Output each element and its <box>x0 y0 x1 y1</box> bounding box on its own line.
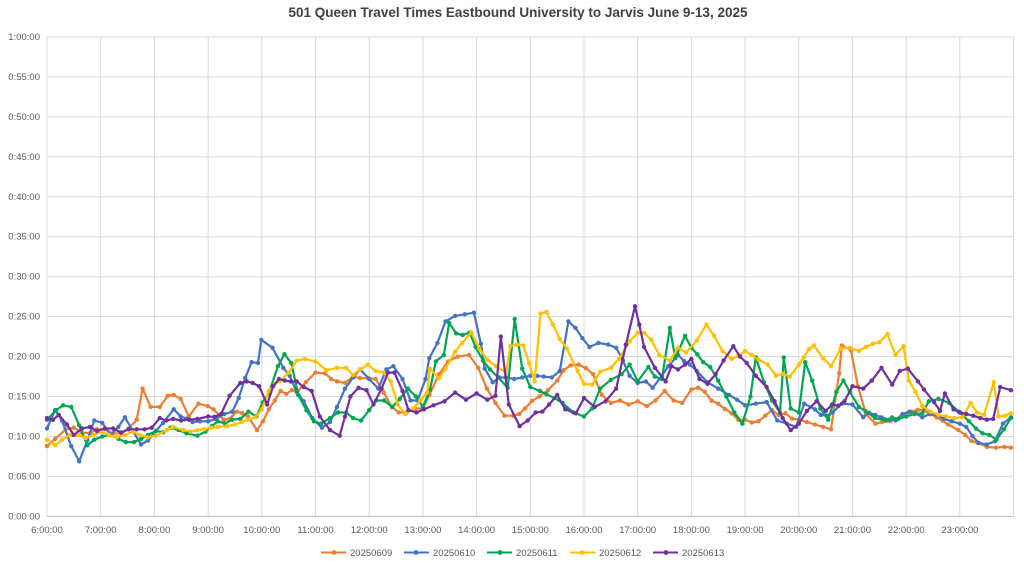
svg-text:1:00:00: 1:00:00 <box>8 32 40 43</box>
svg-text:0:20:00: 0:20:00 <box>8 352 40 363</box>
svg-text:23:00:00: 23:00:00 <box>941 525 978 536</box>
svg-text:16:00:00: 16:00:00 <box>566 525 603 536</box>
svg-text:0:30:00: 0:30:00 <box>8 272 40 283</box>
svg-text:19:00:00: 19:00:00 <box>727 525 764 536</box>
svg-text:12:00:00: 12:00:00 <box>351 525 388 536</box>
svg-text:0:35:00: 0:35:00 <box>8 232 40 243</box>
svg-text:0:50:00: 0:50:00 <box>8 112 40 123</box>
svg-text:9:00:00: 9:00:00 <box>192 525 224 536</box>
svg-text:20250611: 20250611 <box>516 548 558 559</box>
svg-text:501 Queen Travel Times Eastbou: 501 Queen Travel Times Eastbound Univers… <box>289 5 748 20</box>
svg-text:20250612: 20250612 <box>599 548 641 559</box>
svg-text:0:45:00: 0:45:00 <box>8 152 40 163</box>
svg-text:14:00:00: 14:00:00 <box>458 525 495 536</box>
svg-text:20250613: 20250613 <box>682 548 724 559</box>
svg-text:0:10:00: 0:10:00 <box>8 432 40 443</box>
svg-text:11:00:00: 11:00:00 <box>297 525 333 536</box>
svg-text:0:55:00: 0:55:00 <box>8 72 40 83</box>
svg-text:8:00:00: 8:00:00 <box>139 525 171 536</box>
svg-text:0:25:00: 0:25:00 <box>8 312 40 323</box>
svg-text:0:40:00: 0:40:00 <box>8 192 40 203</box>
svg-text:15:00:00: 15:00:00 <box>512 525 549 536</box>
svg-text:7:00:00: 7:00:00 <box>85 525 117 536</box>
svg-text:21:00:00: 21:00:00 <box>834 525 871 536</box>
svg-text:6:00:00: 6:00:00 <box>31 525 63 536</box>
svg-text:10:00:00: 10:00:00 <box>243 525 280 536</box>
svg-text:18:00:00: 18:00:00 <box>673 525 710 536</box>
svg-text:20250610: 20250610 <box>433 548 475 559</box>
svg-text:20:00:00: 20:00:00 <box>780 525 817 536</box>
svg-text:20250609: 20250609 <box>350 548 392 559</box>
svg-text:17:00:00: 17:00:00 <box>619 525 656 536</box>
svg-text:0:05:00: 0:05:00 <box>8 471 40 482</box>
svg-text:13:00:00: 13:00:00 <box>404 525 441 536</box>
svg-text:22:00:00: 22:00:00 <box>888 525 925 536</box>
svg-text:0:15:00: 0:15:00 <box>8 392 40 403</box>
svg-text:0:00:00: 0:00:00 <box>8 511 40 522</box>
